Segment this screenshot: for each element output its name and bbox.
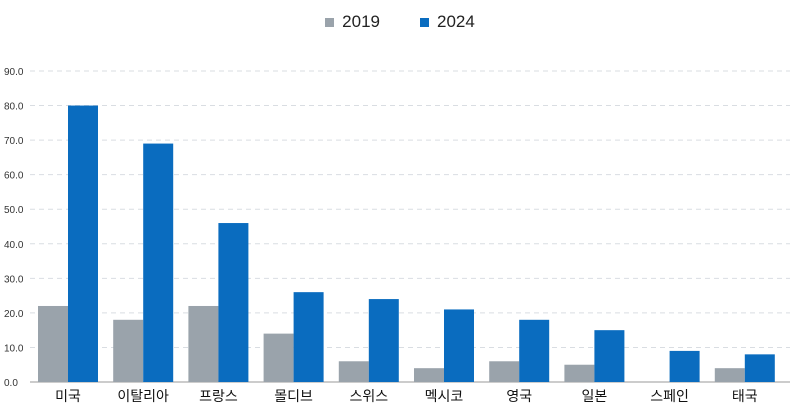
legend-label-2019: 2019 — [342, 12, 380, 31]
bar-2019-2 — [113, 319, 144, 382]
x-tick-label: 태국 — [732, 389, 758, 405]
bar-2019-4 — [263, 333, 294, 382]
y-tick-label: 70.0 — [4, 136, 24, 147]
bar-2019-7 — [489, 361, 520, 382]
bar-2019-10 — [714, 368, 745, 382]
bar-2024-7 — [519, 319, 550, 382]
y-tick-label: 10.0 — [4, 343, 24, 354]
y-tick-label: 80.0 — [4, 102, 24, 113]
legend-item-2019: 2019 — [325, 12, 380, 32]
bar-2024-8 — [594, 330, 625, 382]
x-tick-label: 이탈리아 — [117, 389, 169, 405]
legend-label-2024: 2024 — [437, 12, 475, 31]
x-tick-label: 영국 — [506, 389, 532, 405]
legend-swatch-2024 — [420, 17, 429, 27]
x-tick-label: 미국 — [55, 389, 81, 405]
bar-2024-9 — [669, 350, 700, 382]
bars — [38, 105, 775, 383]
x-tick-label: 멕시코 — [425, 389, 464, 405]
y-tick-label: 60.0 — [4, 171, 24, 182]
bar-2019-5 — [338, 361, 369, 382]
bar-2024-4 — [293, 292, 324, 382]
legend-item-2024: 2024 — [420, 12, 475, 32]
bar-2024-10 — [744, 354, 775, 382]
bar-2019-6 — [414, 368, 444, 382]
y-tick-label: 0.0 — [4, 378, 18, 389]
bar-2024-5 — [368, 299, 399, 382]
y-tick-labels: 0.0 10.0 20.0 30.0 40.0 50.0 60.0 70.0 80.0 90.0 — [4, 67, 24, 389]
bar-2019-3 — [188, 305, 219, 382]
legend: 2019 2024 — [0, 12, 800, 32]
y-tick-label: 20.0 — [4, 309, 24, 320]
bar-2024-2 — [143, 143, 174, 382]
y-tick-label: 30.0 — [4, 274, 24, 285]
x-tick-label: 프랑스 — [199, 389, 238, 405]
bar-2024-3 — [218, 223, 249, 382]
y-tick-label: 90.0 — [4, 67, 24, 78]
bar-2024-6 — [444, 309, 474, 382]
bar-2024-1 — [68, 105, 98, 383]
x-tick-labels: 미국 이탈리아 프랑스 몰디브 스위스 멕시코 영국 일본 스페인 태국 — [55, 389, 758, 405]
y-tick-label: 50.0 — [4, 205, 24, 216]
x-tick-label: 스페인 — [650, 389, 689, 405]
legend-swatch-2019 — [325, 17, 335, 27]
x-tick-label: 몰디브 — [274, 389, 313, 405]
bar-2019-8 — [564, 364, 595, 382]
x-tick-label: 일본 — [582, 389, 608, 405]
bar-2019-1 — [38, 305, 68, 382]
y-tick-label: 40.0 — [4, 240, 24, 251]
x-tick-label: 스위스 — [349, 389, 388, 405]
